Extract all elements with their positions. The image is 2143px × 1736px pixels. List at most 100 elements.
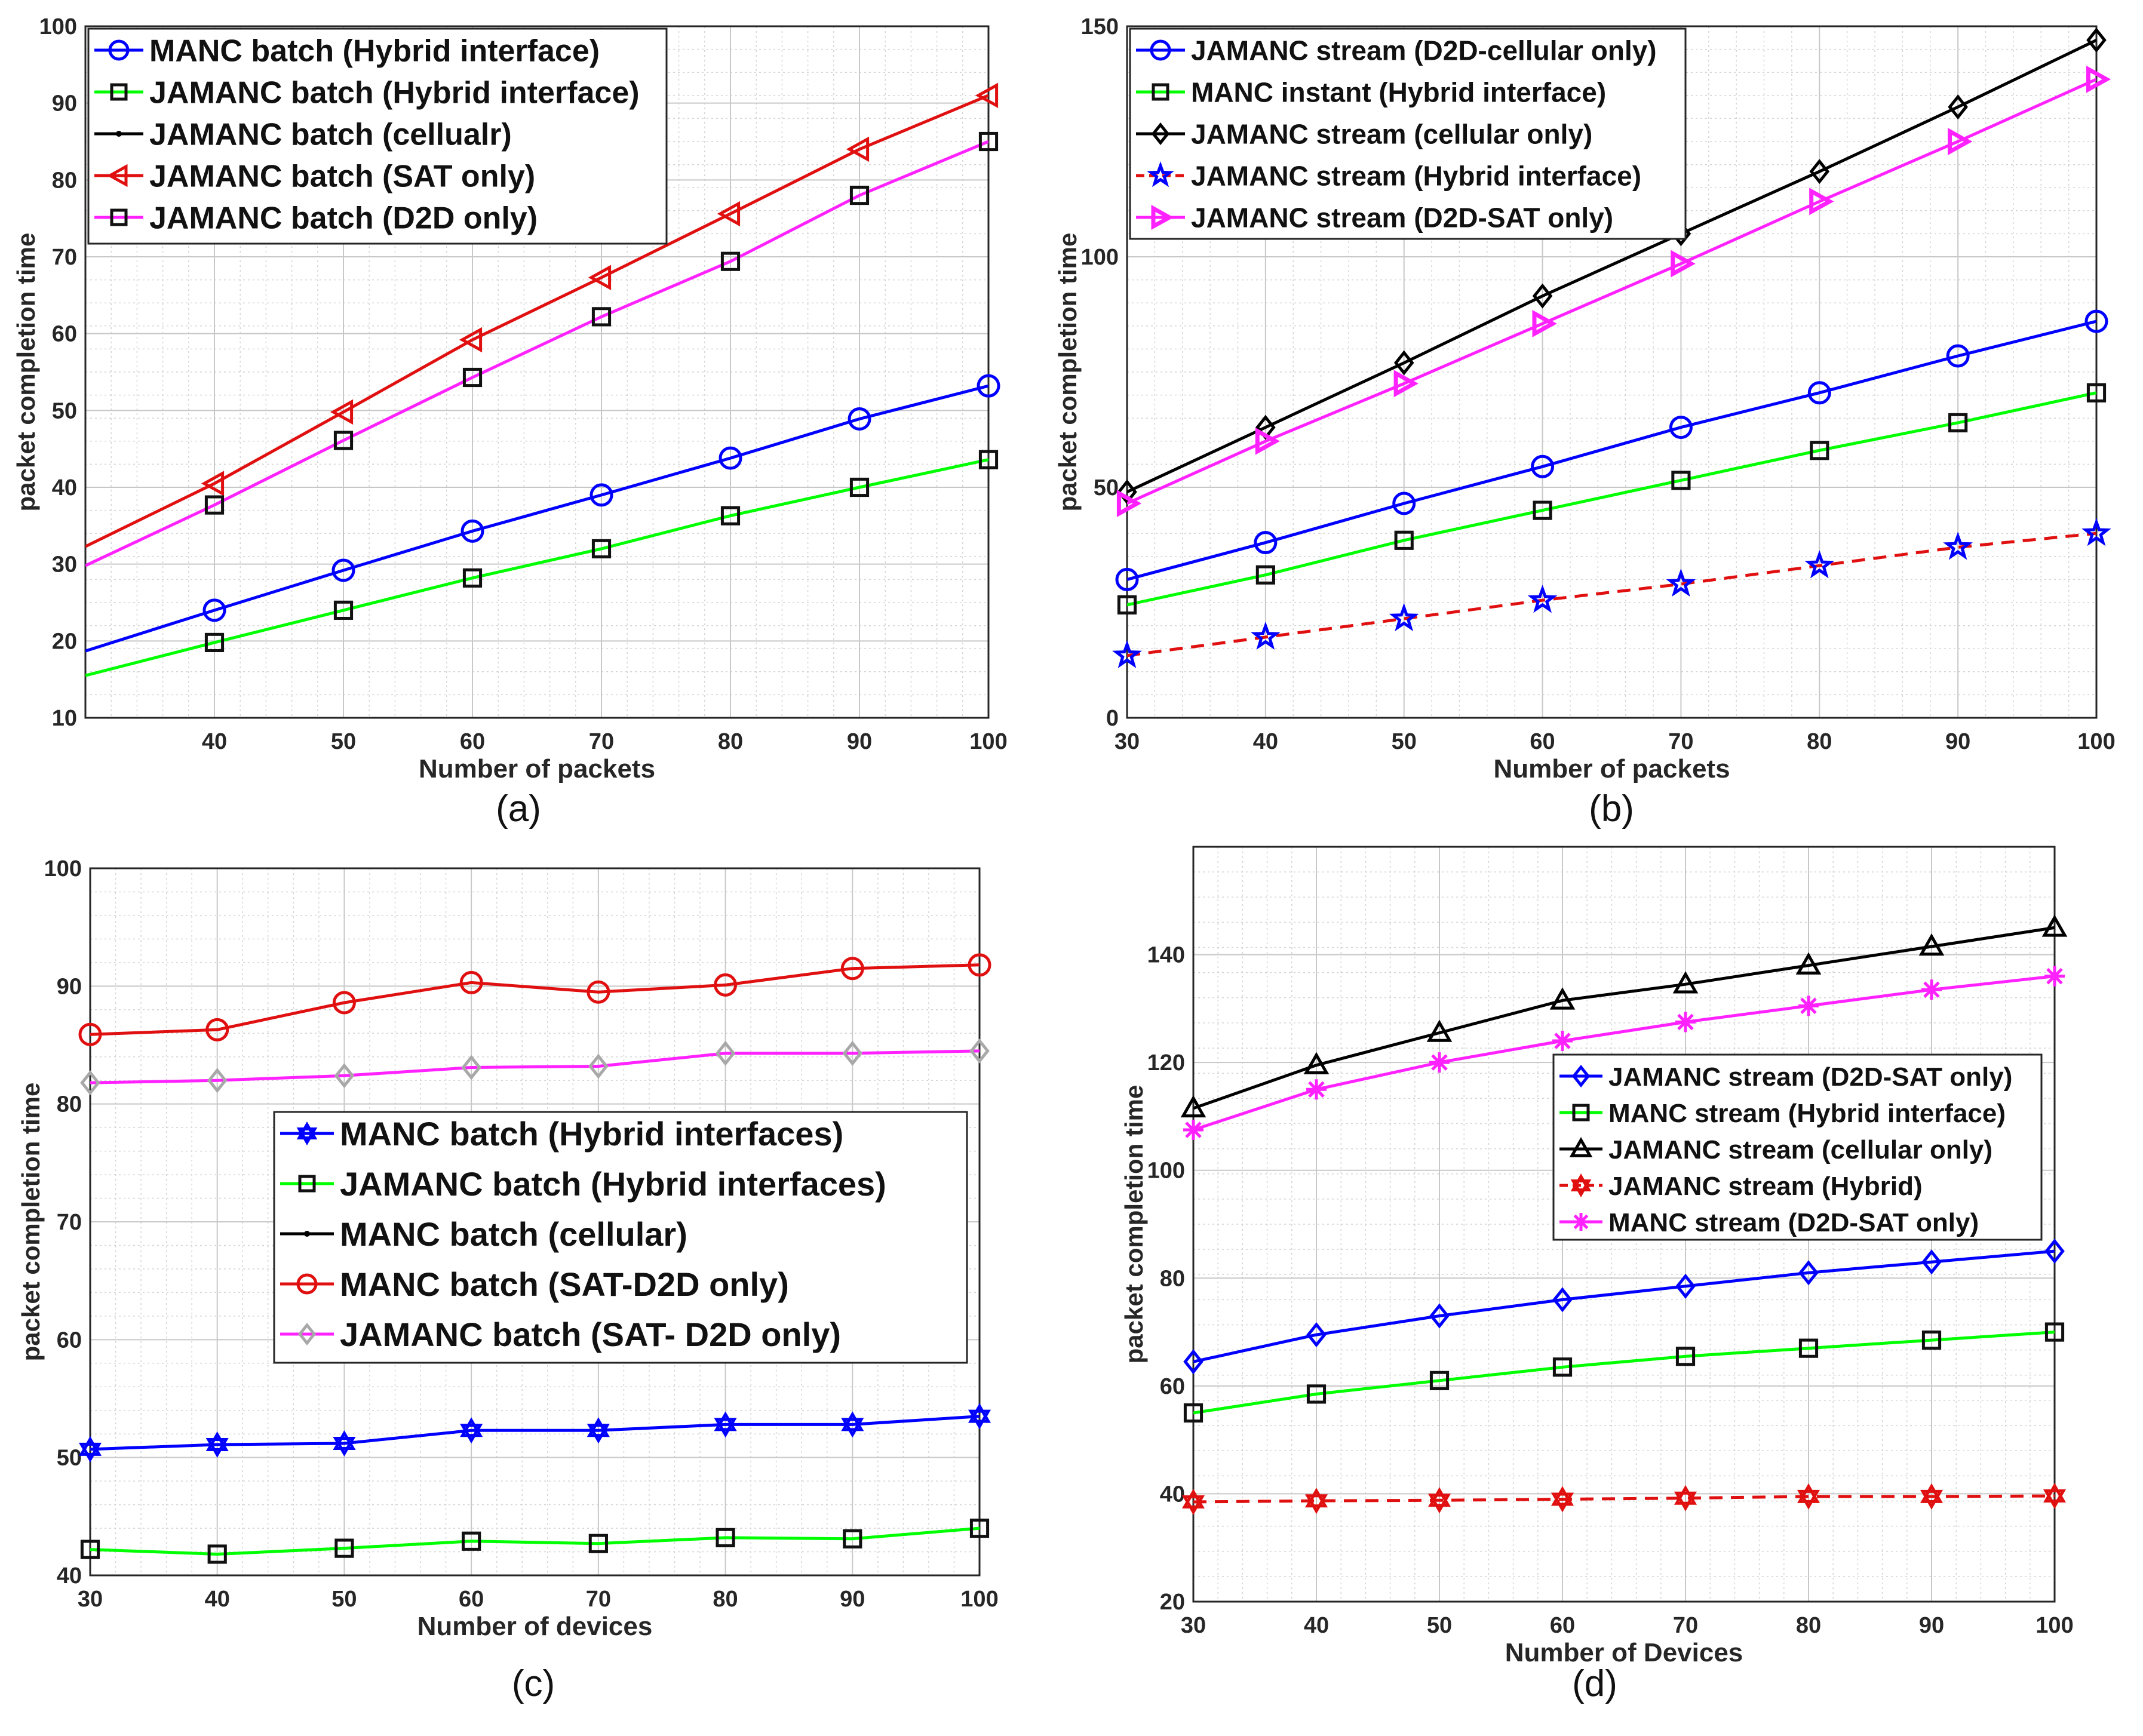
data-point: [1549, 987, 1576, 1010]
y-tick-label: 140: [1147, 943, 1185, 968]
data-point: [849, 185, 870, 205]
legend-label: JAMANC stream (D2D-cellular only): [1191, 35, 1657, 66]
data-point: [588, 1534, 608, 1553]
legend-marker: [296, 1122, 318, 1145]
data-point: [2043, 1482, 2067, 1510]
data-point: [1183, 1403, 1203, 1423]
hexagram-part-down: [296, 1127, 318, 1145]
x-tick-label: 50: [331, 1587, 357, 1612]
data-point: [1181, 1488, 1205, 1516]
legend-label: JAMANC stream (Hybrid interface): [1191, 161, 1641, 192]
data-point: [1393, 350, 1414, 376]
series-3-markers: [1180, 914, 2068, 1118]
series-5-markers: [80, 1038, 990, 1096]
x-tick-label: 80: [1807, 729, 1832, 754]
data-point: [1948, 413, 1968, 433]
legend-label: MANC batch (Hybrid interface): [149, 34, 600, 69]
series-5: [90, 1049, 980, 1084]
data-point: [2081, 518, 2111, 546]
data-point: [1675, 1273, 1696, 1299]
legend-marker: [106, 164, 128, 188]
series-line: [90, 963, 980, 1036]
data-point: [975, 82, 999, 109]
series-3: [1193, 926, 2055, 1110]
data-point: [460, 1417, 483, 1444]
hexagram-part-down: [78, 1442, 102, 1462]
legend-label: MANC batch (Hybrid interfaces): [340, 1115, 843, 1153]
data-point: [2044, 966, 2065, 987]
hexagram-part-up: [1304, 1488, 1328, 1508]
asterisk-stroke: [2046, 967, 2063, 985]
data-point: [720, 506, 741, 526]
series-2-markers: [1183, 1322, 2065, 1423]
data-point: [1429, 1303, 1450, 1329]
x-tick-label: 40: [202, 729, 227, 754]
data-point: [1115, 567, 1139, 591]
data-point: [462, 568, 483, 588]
x-tick-label: 80: [1796, 1613, 1821, 1638]
series-4-markers: [78, 953, 991, 1046]
data-point: [1943, 531, 1973, 560]
series-2-markers: [204, 450, 999, 653]
data-point: [204, 495, 225, 515]
legend-marker: [108, 39, 130, 61]
hexagram-part-up: [78, 1436, 102, 1456]
x-tick-label: 70: [1673, 1613, 1698, 1638]
panel-caption: (c): [512, 1663, 555, 1704]
series-2: [1127, 391, 2096, 607]
series-4-markers: [1181, 1482, 2067, 1516]
legend-label: JAMANC stream (cellular only): [1191, 119, 1592, 150]
data-point: [205, 1431, 229, 1458]
y-tick-label: 70: [52, 245, 77, 270]
series-2-markers: [80, 1518, 990, 1564]
data-point: [78, 1436, 102, 1462]
data-point: [715, 1040, 736, 1066]
hexagram-part-down: [1570, 1179, 1592, 1197]
x-tick-label: 90: [840, 1587, 865, 1612]
legend-label: JAMANC batch (D2D only): [149, 201, 538, 236]
asterisk-stroke: [1923, 981, 1940, 998]
data-point: [1429, 1371, 1450, 1390]
series-2: [90, 1526, 980, 1556]
hexagram-part-up: [1181, 1488, 1205, 1508]
legend-entry-2: MANC stream (Hybrid interface): [1559, 1099, 2006, 1128]
legend-entry-5: JAMANC batch (D2D only): [94, 201, 538, 236]
data-point: [1531, 454, 1555, 478]
y-tick-label: 0: [1106, 706, 1119, 731]
y-tick-label: 80: [57, 1092, 82, 1117]
series-line: [90, 1526, 980, 1556]
data-point: [842, 1040, 863, 1066]
legend-label: MANC stream (Hybrid interface): [1608, 1099, 2006, 1128]
data-point: [1671, 250, 1696, 278]
legend-entry-2: JAMANC batch (Hybrid interface): [94, 76, 640, 110]
data-point: [1921, 1249, 1942, 1275]
data-point: [1533, 500, 1552, 520]
legend-label: JAMANC stream (cellular only): [1608, 1135, 1992, 1164]
asterisk-stroke: [1431, 1054, 1448, 1071]
series-line: [85, 384, 988, 653]
data-point: [1426, 1019, 1453, 1042]
series-line: [1127, 38, 2096, 493]
data-point: [201, 471, 225, 496]
data-point: [846, 136, 870, 162]
data-point: [462, 1531, 481, 1551]
series-4: [1127, 531, 2096, 657]
legend-marker: [304, 1231, 310, 1237]
data-point: [80, 1540, 100, 1559]
legend-label: JAMANC stream (D2D-SAT only): [1608, 1062, 2012, 1092]
hexagram-part-up: [205, 1431, 229, 1451]
hexagram-part-down: [714, 1418, 737, 1438]
series-2: [85, 458, 988, 677]
data-point: [1389, 603, 1419, 632]
data-point: [1532, 309, 1557, 337]
data-point: [1804, 550, 1835, 579]
data-point: [1306, 1079, 1327, 1100]
y-tick-label: 100: [1147, 1159, 1185, 1184]
legend-entry-4: JAMANC stream (Hybrid interface): [1136, 161, 1641, 192]
data-point: [1795, 952, 1822, 975]
series-line: [90, 1415, 980, 1451]
legend-entry-4: MANC batch (SAT-D2D only): [280, 1265, 789, 1303]
data-point: [978, 450, 999, 469]
data-point: [1255, 565, 1275, 585]
data-point: [1798, 1260, 1819, 1286]
